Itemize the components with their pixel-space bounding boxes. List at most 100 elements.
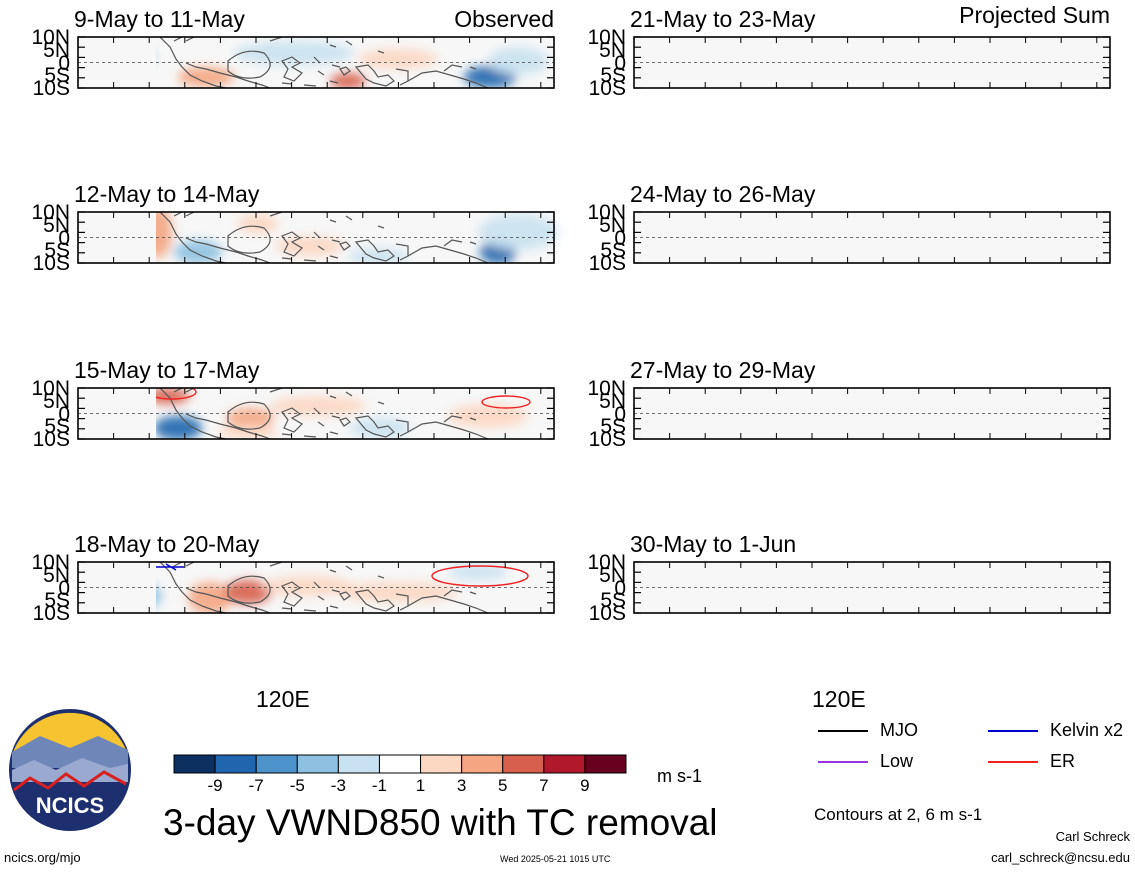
anomaly-shading: [156, 564, 508, 613]
lat-label: 0: [58, 51, 70, 75]
lat-label: 5N: [599, 213, 626, 237]
lat-label: 0: [614, 226, 626, 250]
main-title: 3-day VWND850 with TC removal: [163, 802, 718, 843]
colorbar-tick-label: -1: [371, 776, 388, 795]
lat-label: 10S: [32, 428, 70, 451]
lat-label: 10N: [31, 377, 70, 400]
colorbar-tick-label: 7: [539, 776, 549, 795]
colorbar-tick-label: -9: [207, 776, 223, 795]
colorbar-swatch: [502, 754, 545, 774]
panel-title: 24-May to 26-May: [630, 181, 816, 207]
lat-label: 5N: [43, 38, 70, 62]
observed-label: Observed: [454, 6, 554, 32]
lat-label: 10N: [587, 201, 626, 224]
colorbar-tick-label: 3: [456, 776, 467, 795]
colorbar-swatch: [543, 754, 586, 774]
panel-frame: [633, 387, 1111, 440]
colorbar-tick-label: 1: [415, 776, 426, 795]
panel-title: 30-May to 1-Jun: [630, 531, 797, 557]
lat-label: 10N: [587, 377, 626, 400]
colorbar-swatch: [420, 754, 463, 774]
lat-label: 5S: [600, 64, 626, 88]
panel-title: 15-May to 17-May: [74, 357, 260, 383]
lat-label: 10N: [587, 26, 626, 49]
colorbar-swatch: [214, 754, 257, 774]
colorbar-tick-label: -5: [289, 776, 305, 795]
lat-label: 5S: [44, 239, 70, 263]
map-panel-observed-4: [77, 561, 555, 614]
timestamp: Wed 2025-05-21 1015 UTC: [500, 854, 611, 864]
projected-label: Projected Sum: [959, 2, 1110, 28]
colorbar-swatch: [584, 754, 627, 774]
lat-label: 0: [58, 576, 70, 600]
legend-label-0: MJO: [880, 720, 918, 740]
lat-label: 10N: [31, 201, 70, 224]
colorbar-tick-label: 5: [497, 776, 508, 795]
panel-title: 27-May to 29-May: [630, 357, 816, 383]
colorbar-swatch: [378, 754, 422, 774]
panel-frame: [77, 561, 555, 614]
panel-title: 18-May to 20-May: [74, 531, 260, 557]
logo-text: NCICS: [36, 793, 104, 818]
kelvin-contour: [156, 563, 184, 571]
lat-label: 10S: [588, 252, 626, 275]
lat-label: 5N: [43, 563, 70, 587]
legend-label-2: Low: [880, 751, 914, 771]
lat-label: 10N: [587, 551, 626, 574]
colorbar-tick-label: 9: [580, 776, 590, 795]
colorbar-swatch: [255, 754, 298, 774]
panel-title: 9-May to 11-May: [74, 6, 245, 32]
lat-label: 10S: [32, 77, 70, 100]
panel-frame: [77, 36, 555, 89]
panel-title: 12-May to 14-May: [74, 181, 260, 207]
colorbar: [173, 754, 627, 774]
lat-label: 0: [614, 51, 626, 75]
map-panel-observed-3: [77, 387, 555, 440]
lat-label: 0: [58, 402, 70, 426]
lat-label: 5N: [599, 389, 626, 413]
lat-label: 5S: [600, 415, 626, 439]
colorbar-swatch: [461, 754, 504, 774]
lat-label: 5S: [44, 589, 70, 613]
lat-label: 5N: [43, 213, 70, 237]
er-contour: [156, 388, 197, 400]
panel-frame: [77, 387, 555, 440]
colorbar-tick-label: -3: [330, 776, 346, 795]
colorbar-swatch: [337, 754, 380, 774]
site-link: ncics.org/mjo: [4, 850, 81, 865]
lat-label: 10S: [588, 602, 626, 625]
colorbar-swatch: [296, 754, 339, 774]
lat-label: 10S: [588, 428, 626, 451]
lat-label: 5S: [600, 589, 626, 613]
lat-label: 5S: [600, 239, 626, 263]
map-panel-observed-1: [77, 36, 555, 89]
panel-title: 21-May to 23-May: [630, 6, 816, 32]
panel-frame: [633, 211, 1111, 264]
colorbar-tick-label: -7: [248, 776, 264, 795]
lat-label: 0: [58, 226, 70, 250]
lat-label: 10N: [31, 26, 70, 49]
lat-label: 0: [614, 576, 626, 600]
lon-label-right: 120E: [812, 686, 866, 712]
map-panel-projected-1: [633, 36, 1111, 89]
lat-label: 5N: [599, 563, 626, 587]
map-panel-projected-4: [633, 561, 1111, 614]
author-name: Carl Schreck: [1055, 829, 1130, 844]
map-panel-projected-2: [633, 211, 1111, 264]
contour-note: Contours at 2, 6 m s-1: [814, 805, 983, 824]
lat-label: 10S: [32, 602, 70, 625]
lat-label: 10S: [588, 77, 626, 100]
colorbar-swatch: [173, 754, 216, 774]
ncics-logo: NCICS: [9, 709, 131, 831]
units-label: m s-1: [657, 766, 702, 786]
panel-frame: [633, 561, 1111, 614]
map-panel-projected-3: [633, 387, 1111, 440]
legend-label-3: ER: [1050, 751, 1076, 771]
panel-frame: [633, 36, 1111, 89]
lat-label: 5N: [43, 389, 70, 413]
lat-label: 5N: [599, 38, 626, 62]
lon-label-left: 120E: [256, 686, 310, 712]
lat-label: 5S: [44, 415, 70, 439]
panel-frame: [77, 211, 555, 264]
lat-label: 5S: [44, 64, 70, 88]
